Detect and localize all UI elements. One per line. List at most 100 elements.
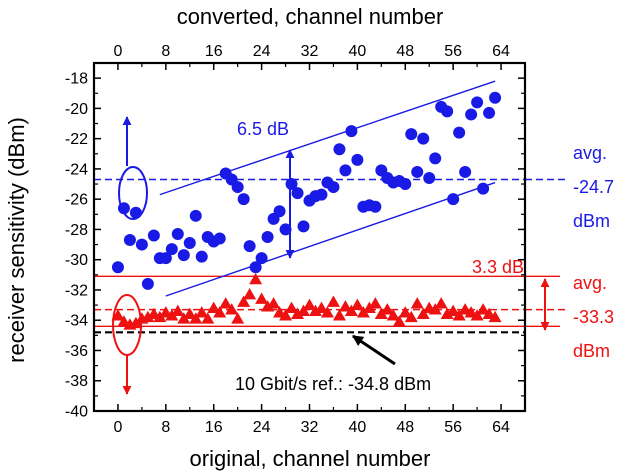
y-tick-label: -24: [65, 161, 88, 178]
y-tick-label: -32: [65, 282, 88, 299]
x2-tick-label: 0: [113, 43, 122, 60]
data-point-circle: [123, 234, 136, 247]
data-point-circle: [453, 126, 466, 139]
data-point-triangle: [452, 309, 466, 321]
data-point-triangle: [344, 304, 358, 317]
data-point-triangle: [261, 300, 275, 312]
data-point-circle: [291, 187, 304, 200]
x-tick-label: 0: [113, 419, 122, 436]
data-point-triangle: [141, 310, 155, 323]
data-point-circle: [423, 171, 436, 184]
data-point-circle: [333, 143, 346, 156]
blue-avg-unit: dBm: [573, 211, 610, 231]
y-tick-label: -26: [65, 192, 88, 209]
y-axis-ticks: -40 -38 -36 -34 -32 -30 -28 -26 -24 -22 -20 -18: [65, 62, 525, 421]
data-point-circle: [471, 96, 484, 109]
y-axis-title: receiver sensitivity (dBm): [4, 117, 29, 363]
x-axis-ticks: 0 0 8 8 16 16 24 24 32 32 40 40 48 48 56 56 64 64: [113, 43, 510, 436]
reference-arrow: [352, 334, 396, 366]
data-point-triangle: [410, 297, 424, 309]
data-point-circle: [405, 128, 418, 141]
data-point-circle: [315, 188, 328, 201]
data-point-triangle: [267, 297, 281, 309]
red-span-label: 3.3 dB: [472, 257, 524, 277]
data-point-triangle: [338, 300, 352, 312]
data-point-circle: [177, 249, 190, 262]
data-point-circle: [351, 153, 364, 166]
data-point-circle: [477, 182, 490, 195]
data-point-triangle: [362, 301, 376, 313]
y-tick-label: -38: [65, 373, 88, 390]
blue-avg-value: -24.7: [573, 177, 614, 197]
x2-tick-label: 64: [492, 43, 510, 60]
data-point-triangle: [255, 292, 269, 304]
blue-avg-label-1: avg.: [573, 143, 607, 163]
data-point-circle: [441, 105, 454, 118]
data-point-circle: [111, 261, 124, 274]
x2-tick-label: 24: [253, 43, 271, 60]
data-point-circle: [171, 227, 184, 240]
y-tick-label: -36: [65, 343, 88, 360]
data-point-circle: [141, 277, 154, 290]
data-point-triangle: [386, 309, 400, 321]
data-point-triangle: [332, 309, 346, 321]
data-point-triangle: [195, 306, 209, 318]
data-point-circle: [261, 231, 274, 243]
x2-tick-label: 8: [161, 43, 170, 60]
trend-line: [159, 80, 496, 196]
data-point-triangle: [177, 312, 191, 324]
data-point-triangle: [356, 306, 370, 318]
data-point-triangle: [231, 312, 245, 324]
x2-tick-label: 56: [444, 43, 462, 60]
data-point-triangle: [243, 287, 257, 300]
data-point-circle: [249, 261, 262, 274]
data-point-circle: [237, 193, 250, 206]
data-point-triangle: [350, 298, 364, 310]
data-point-circle: [159, 252, 172, 265]
data-point-circle: [183, 237, 196, 250]
data-point-triangle: [446, 304, 460, 317]
data-point-triangle: [434, 297, 448, 309]
trend-line: [165, 181, 496, 297]
data-point-triangle: [308, 304, 322, 317]
data-point-circle: [345, 125, 358, 138]
data-point-triangle: [219, 297, 233, 309]
data-point-triangle: [213, 306, 227, 318]
data-point-triangle: [225, 303, 239, 315]
x-tick-label: 40: [348, 419, 366, 436]
data-point-circle: [339, 164, 352, 177]
red-avg-label-1: avg.: [573, 273, 607, 293]
red-avg-value: -33.3: [573, 307, 614, 327]
data-point-circle: [147, 229, 160, 242]
data-point-triangle: [416, 307, 430, 320]
y-tick-label: -34: [65, 313, 88, 330]
data-point-triangle: [111, 309, 125, 321]
data-point-circle: [465, 108, 478, 121]
x-tick-label: 16: [205, 419, 223, 436]
data-point-circle: [327, 181, 340, 194]
data-point-triangle: [171, 304, 185, 317]
y-tick-label: -40: [65, 404, 88, 421]
data-point-circle: [135, 238, 148, 251]
reference-label: 10 Gbit/s ref.: -34.8 dBm: [235, 374, 431, 394]
data-point-triangle: [476, 303, 490, 315]
x-axis-title: original, channel number: [190, 446, 431, 471]
data-point-triangle: [440, 307, 454, 320]
data-point-circle: [165, 243, 178, 256]
data-point-triangle: [249, 272, 263, 285]
x-tick-label: 64: [492, 419, 510, 436]
data-point-triangle: [374, 307, 388, 320]
data-point-circle: [231, 181, 244, 194]
data-point-circle: [297, 220, 310, 233]
trend-lines: [159, 80, 496, 297]
data-point-circle: [447, 193, 460, 206]
data-point-circle: [489, 91, 502, 104]
data-point-circle: [189, 209, 202, 222]
x2-axis-title: converted, channel number: [177, 4, 444, 29]
x2-tick-label: 40: [348, 43, 366, 60]
data-point-triangle: [398, 306, 412, 318]
blue-span-label: 6.5 dB: [237, 119, 289, 139]
data-point-triangle: [470, 309, 484, 321]
data-point-triangle: [237, 295, 251, 307]
